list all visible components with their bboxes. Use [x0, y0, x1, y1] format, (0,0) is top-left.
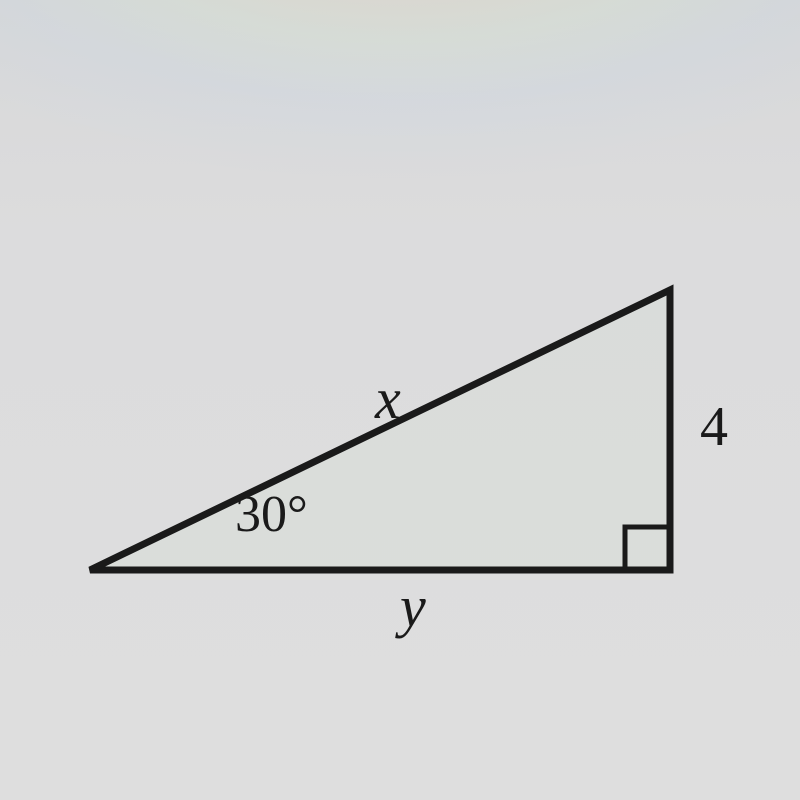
hypotenuse-label: x [375, 365, 401, 432]
screen-glare [0, 0, 800, 280]
triangle-diagram: x 4 30° y [60, 240, 740, 620]
opposite-side-label: 4 [700, 395, 728, 459]
angle-label: 30° [235, 485, 308, 544]
adjacent-side-label: y [400, 573, 426, 640]
